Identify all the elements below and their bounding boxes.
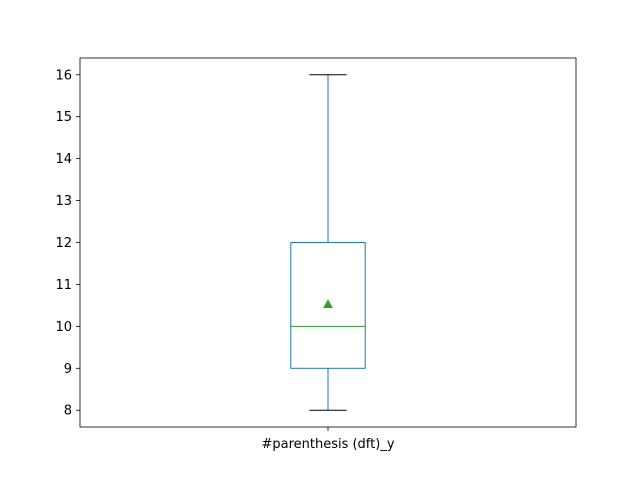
y-tick-label-12: 12 <box>55 236 72 251</box>
y-tick-label-13: 13 <box>55 194 72 209</box>
y-tick-label-16: 16 <box>55 68 72 83</box>
x-tick-label: #parenthesis (dft)_y <box>261 437 394 452</box>
y-tick-label-15: 15 <box>55 110 72 125</box>
axes-layer: 8 9 10 11 12 13 14 15 16 #parenthesis (dft)_y <box>55 57 577 452</box>
y-tick-label-10: 10 <box>55 320 72 335</box>
y-tick-label-8: 8 <box>64 404 72 419</box>
y-tick-label-14: 14 <box>55 152 72 167</box>
y-tick-label-11: 11 <box>55 278 72 293</box>
marks-layer <box>290 74 366 411</box>
mean-marker <box>323 299 333 308</box>
iqr-box <box>290 242 366 369</box>
y-tick-label-9: 9 <box>64 362 72 377</box>
